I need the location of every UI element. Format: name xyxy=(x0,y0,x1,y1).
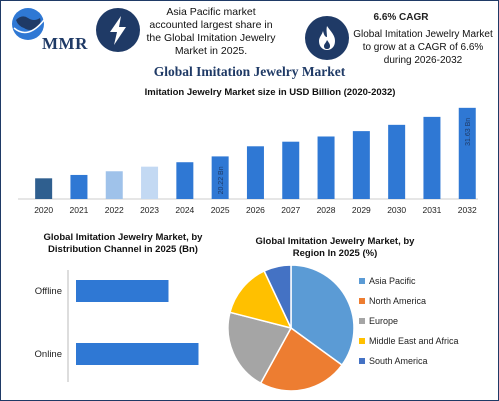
bar-2031 xyxy=(423,116,441,199)
tick-label-2028: 2028 xyxy=(317,205,336,215)
legend-label-europe: Europe xyxy=(369,316,398,326)
cagr-title: 6.6% CAGR xyxy=(373,12,429,23)
pie-slice-asia-pacific xyxy=(290,264,355,367)
bar-online xyxy=(76,343,199,365)
legend-swatch-europe xyxy=(359,318,365,324)
tick-label-2026: 2026 xyxy=(246,205,265,215)
bar-2028 xyxy=(317,136,335,199)
legend-swatch-south-america xyxy=(359,358,365,364)
pie-slice-north-america xyxy=(259,326,344,392)
tick-label-2021: 2021 xyxy=(69,205,88,215)
tick-label-2031: 2031 xyxy=(422,205,441,215)
bar-offline xyxy=(76,280,169,302)
legend-label-south-america: South America xyxy=(369,356,428,366)
lightning-bolt-icon xyxy=(96,8,140,52)
data-label-2025: 20.22 Bn xyxy=(218,166,225,194)
bar-2021 xyxy=(70,174,88,199)
tick-label-2024: 2024 xyxy=(175,205,194,215)
legend-swatch-north-america xyxy=(359,298,365,304)
legend-swatch-asia-pacific xyxy=(359,278,365,284)
bar-2026 xyxy=(246,146,264,199)
flame-icon xyxy=(305,16,349,60)
distribution-bar-chart: Offline Online xyxy=(35,270,199,382)
market-size-bar-chart: 2020 2021 2022 2023 2024 2025 20.22 Bn 2026 2027… xyxy=(18,107,478,215)
tick-label-2025: 2025 xyxy=(211,205,230,215)
header-info-left: Asia Pacific market accounted largest sh… xyxy=(146,6,276,57)
tick-label-2027: 2027 xyxy=(281,205,300,215)
market-size-chart-title: Imitation Jewelry Market size in USD Bil… xyxy=(144,87,396,98)
bar-2029 xyxy=(352,131,370,199)
logo: MMR xyxy=(6,6,92,53)
logo-text: MMR xyxy=(42,34,88,53)
legend-label-asia-pacific: Asia Pacific xyxy=(369,276,416,286)
pie-slice-middle-east-and-africa xyxy=(229,269,293,330)
globe-icon xyxy=(12,8,45,40)
bar-2030 xyxy=(388,124,406,199)
main-title: Global Imitation Jewelry Market xyxy=(153,64,346,79)
distribution-chart-title: Global Imitation Jewelry Market, by Dist… xyxy=(43,232,203,255)
bar-2022 xyxy=(105,171,123,199)
tick-label-2020: 2020 xyxy=(34,205,53,215)
bar-2032 xyxy=(458,107,476,199)
bar-2024 xyxy=(176,162,194,199)
pie-slice-europe xyxy=(227,311,293,385)
pie-slice-south-america xyxy=(263,264,292,329)
category-label-online: Online xyxy=(35,349,62,360)
legend-label-north-america: North America xyxy=(369,296,426,306)
tick-label-2023: 2023 xyxy=(140,205,159,215)
data-label-2032: 31.63 Bn xyxy=(465,118,472,146)
region-chart-title: Global Imitation Jewelry Market, by Regi… xyxy=(255,236,415,259)
tick-label-2032: 2032 xyxy=(458,205,477,215)
tick-label-2022: 2022 xyxy=(105,205,124,215)
bar-2023 xyxy=(141,166,159,199)
bar-2027 xyxy=(282,141,300,199)
bar-2025 xyxy=(211,156,229,199)
legend-label-middle-east-and-africa: Middle East and Africa xyxy=(369,336,459,346)
region-pie-chart: Asia Pacific North America Europe Middle Ea… xyxy=(227,264,459,392)
bar-2020 xyxy=(35,178,53,199)
cagr-description: Global Imitation Jewelry Market to grow … xyxy=(353,29,493,66)
legend-swatch-middle-east-and-africa xyxy=(359,338,365,344)
tick-label-2030: 2030 xyxy=(387,205,406,215)
tick-label-2029: 2029 xyxy=(352,205,371,215)
category-label-offline: Offline xyxy=(35,286,62,297)
